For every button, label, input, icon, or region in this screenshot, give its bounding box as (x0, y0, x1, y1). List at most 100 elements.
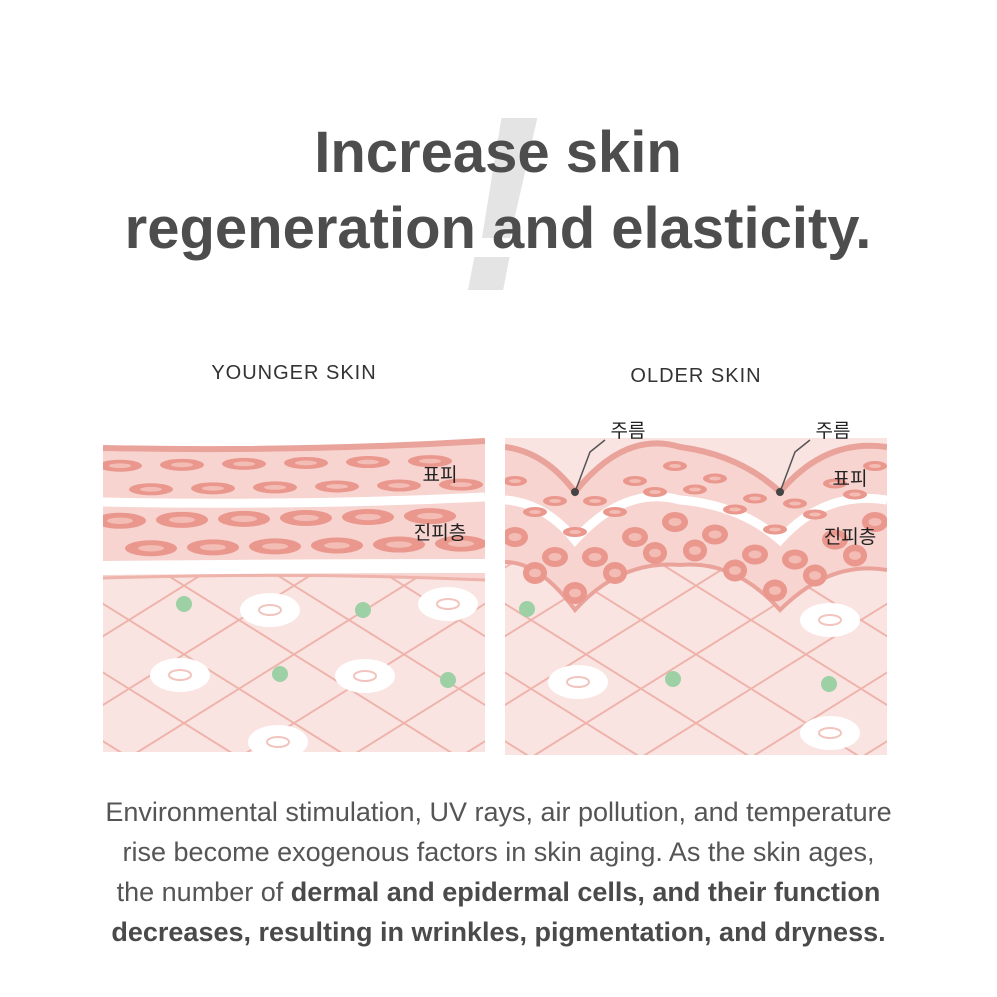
cell-core (200, 544, 226, 551)
cell-core (769, 586, 781, 595)
layer-edge (103, 573, 485, 582)
cell-core (326, 484, 348, 489)
grid-line (103, 559, 226, 638)
layer-label: 표피 (833, 468, 868, 490)
cell-core (388, 483, 410, 488)
grid-line (103, 559, 116, 569)
grid-line (505, 602, 749, 755)
epidermis-edge (103, 438, 485, 453)
cell-core (629, 479, 641, 483)
green-dot (440, 672, 456, 688)
layer-gap (103, 559, 485, 575)
cell-core (749, 496, 761, 501)
cell-core (169, 516, 195, 524)
wrinkle-label: 주름 (611, 420, 646, 442)
cell-core (262, 543, 288, 550)
cell-core (548, 553, 562, 561)
donut-core (266, 736, 290, 748)
cells (505, 461, 887, 750)
grid-line (643, 602, 887, 755)
green-dot (176, 596, 192, 612)
cell-core (529, 568, 541, 578)
cell-core (809, 571, 821, 580)
pointer (779, 439, 811, 493)
cell-core (868, 518, 882, 526)
donut-core (818, 727, 842, 739)
cell-core (140, 486, 162, 492)
cell-core (709, 476, 721, 481)
donut (248, 725, 308, 752)
cell-core (789, 501, 801, 506)
cell-core (809, 512, 821, 517)
cell-core (264, 485, 286, 490)
cells (103, 455, 485, 752)
cell-core (588, 553, 602, 561)
body-line: rise become exogenous factors in skin ag… (0, 832, 997, 872)
grid-line (505, 559, 738, 707)
grid-line (874, 559, 887, 569)
exclamation: ! (458, 64, 541, 343)
pointer (574, 439, 606, 493)
cell-core (109, 463, 131, 469)
green-dot (272, 666, 288, 682)
donut-core (566, 676, 590, 688)
layer-label: 진피층 (824, 526, 876, 548)
grid-line (654, 559, 887, 707)
wrinkle-label: 주름 (816, 420, 851, 442)
cell-core (729, 566, 741, 575)
cell-core (231, 515, 257, 523)
grid-line (362, 559, 485, 638)
layer-label: 진피층 (414, 522, 466, 544)
grid-line (135, 559, 446, 752)
body-line: Environmental stimulation, UV rays, air … (0, 792, 997, 832)
cell-core (609, 568, 621, 578)
cell-core (649, 548, 661, 558)
grid-line (355, 671, 485, 752)
grid-line (0, 560, 23, 760)
green-dot (519, 601, 535, 617)
cell-core (295, 460, 317, 466)
cell-core (293, 514, 319, 522)
older-skin (505, 438, 887, 755)
cell-core (628, 533, 642, 541)
cell-core (769, 527, 781, 532)
body-text: Environmental stimulation, UV rays, air … (0, 792, 997, 952)
panel-title: OLDER SKIN (630, 365, 761, 387)
panel-title: YOUNGER SKIN (211, 362, 376, 384)
cell-core (748, 550, 762, 559)
donut-core (353, 670, 377, 682)
bold-text: dermal and epidermal cells, and their fu… (290, 877, 881, 907)
cell-core (549, 499, 561, 503)
cell-core (202, 485, 224, 491)
grid-line (103, 671, 233, 752)
text: rise become exogenous factors in skin ag… (122, 837, 875, 867)
layer-label: 표피 (423, 464, 458, 486)
pointer-dot (776, 488, 784, 496)
cell-core (669, 464, 681, 468)
body-line: the number of dermal and epidermal cells… (0, 872, 997, 912)
grid-line (0, 560, 5, 760)
cell-core (708, 530, 722, 539)
cell-core (107, 517, 133, 524)
bold-text: decreases, resulting in wrinkles, pigmen… (111, 917, 886, 947)
text: the number of (116, 877, 291, 907)
cell-core (357, 459, 379, 465)
cell-core (869, 464, 881, 468)
cell-core (689, 487, 701, 492)
text: Environmental stimulation, UV rays, air … (105, 797, 892, 827)
cell-core (569, 530, 581, 534)
cell-core (609, 510, 621, 514)
layer-gap (103, 492, 485, 508)
donut (240, 593, 300, 627)
donut (800, 716, 860, 750)
donut-core (168, 669, 192, 681)
title-line: Increase skin (314, 120, 682, 185)
cell-core (324, 542, 350, 549)
grid-line (252, 559, 485, 707)
epidermis-edge (505, 440, 887, 497)
donut (150, 658, 210, 692)
cell-core (649, 490, 661, 494)
cell-core (828, 535, 842, 544)
grid-line (764, 559, 887, 638)
